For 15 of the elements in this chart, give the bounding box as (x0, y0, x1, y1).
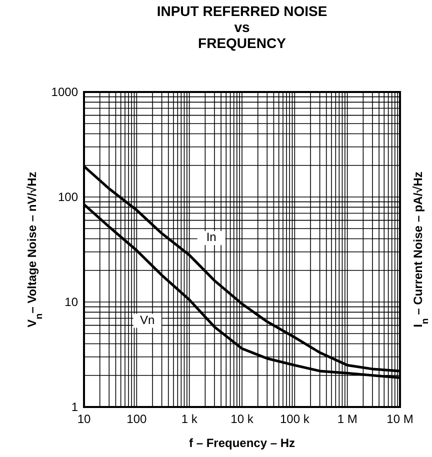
x-tick-label: 10 (77, 412, 91, 426)
x-tick-label: 10 M (386, 412, 414, 426)
series-label: In (206, 230, 216, 244)
x-tick-label: 1 k (181, 412, 198, 426)
y-tick-label: 10 (64, 295, 78, 309)
y-tick-label: 1 (71, 400, 78, 414)
x-tick-label: 100 (126, 412, 147, 426)
x-axis-title: f – Frequency – Hz (188, 436, 296, 450)
x-tick-label: 10 k (230, 412, 254, 426)
chart-title: INPUT REFERRED NOISE vs FREQUENCY (156, 3, 328, 51)
x-tick-label: 100 k (280, 412, 310, 426)
text: Vn (140, 312, 155, 327)
y-tick-label: 100 (58, 190, 78, 204)
x-tick-label: 1 M (337, 412, 358, 426)
y-tick-label: 1000 (51, 85, 78, 99)
